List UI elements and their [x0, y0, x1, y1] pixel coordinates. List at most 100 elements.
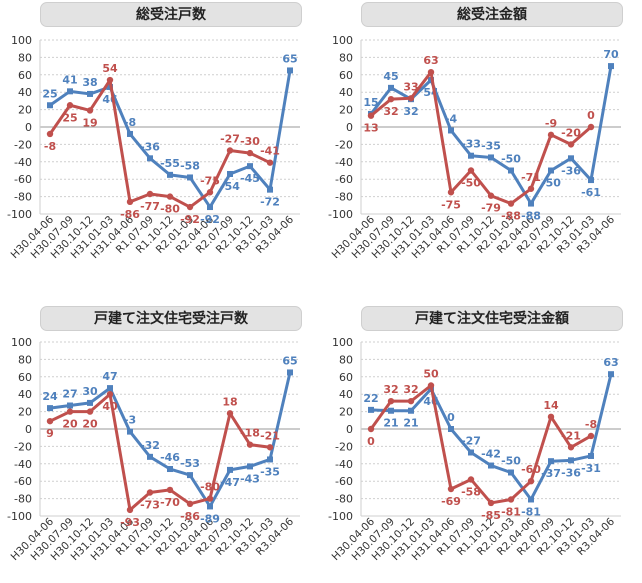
red-data-label: -21 — [260, 429, 280, 442]
red-data-label: 19 — [82, 116, 97, 129]
blue-point — [608, 371, 614, 378]
red-point — [367, 112, 375, 119]
y-tick-label: -80 — [335, 191, 353, 204]
blue-data-label: 63 — [603, 356, 618, 369]
chart-panel-house-units: 戸建て注文住宅受注戸数 100 80 60 40 20 0 -20 -40 -60 -80 -100… — [0, 292, 321, 583]
red-data-label: -58 — [461, 485, 481, 498]
red-point — [226, 410, 234, 417]
red-point — [527, 478, 535, 485]
red-point — [487, 192, 495, 199]
y-tick-label: -20 — [335, 440, 353, 453]
y-tick-label: 40 — [18, 388, 32, 401]
y-tick-label: -60 — [335, 173, 353, 186]
y-tick-label: 20 — [339, 104, 353, 117]
blue-data-label: 65 — [282, 52, 297, 65]
chart-panel-house-amount: 戸建て注文住宅受注金額 100 80 60 40 20 0 -20 -40 -60 -80 -100… — [321, 292, 642, 583]
blue-point — [488, 462, 494, 469]
y-tick-label: -60 — [335, 475, 353, 488]
red-series-line — [369, 384, 592, 505]
y-tick-label: -100 — [7, 510, 32, 523]
red-data-label: 20 — [82, 418, 98, 431]
red-series-line — [48, 78, 271, 209]
blue-point — [267, 456, 273, 463]
chart-panel-total-amount: 総受注金額 100 80 60 40 20 0 -20 -40 -60 -80 -100 H30.04… — [321, 0, 642, 291]
red-point — [407, 95, 415, 102]
blue-data-label: 65 — [282, 354, 297, 367]
red-data-label: -8 — [44, 140, 56, 153]
blue-point — [287, 67, 293, 74]
blue-point — [548, 167, 554, 174]
red-point — [206, 189, 214, 196]
y-tick-label: 0 — [25, 121, 32, 134]
blue-point — [548, 458, 554, 465]
red-data-label: 40 — [102, 400, 118, 413]
red-point — [186, 203, 194, 211]
y-tick-label: -60 — [14, 173, 32, 186]
y-tick-label: -20 — [14, 440, 32, 453]
red-data-label: 9 — [46, 427, 54, 440]
y-tick-label: 60 — [339, 371, 353, 384]
y-tick-label: 60 — [18, 371, 32, 384]
y-tick-label: -40 — [335, 458, 353, 471]
y-tick-label: 0 — [25, 423, 32, 436]
blue-point — [67, 402, 73, 409]
red-data-label: 33 — [403, 80, 418, 93]
red-data-label: 13 — [363, 122, 378, 135]
blue-data-label: -46 — [160, 451, 180, 464]
blue-data-label: 25 — [42, 87, 57, 100]
red-point — [427, 68, 435, 76]
red-data-label: 63 — [423, 54, 438, 67]
red-point — [86, 408, 94, 415]
blue-data-label: -8 — [124, 116, 136, 129]
chart-total-units: 100806040200-20-40-60-80-100H30.04-06H30… — [7, 34, 300, 261]
red-point — [66, 408, 74, 415]
red-point — [507, 496, 515, 503]
red-data-label: -20 — [561, 126, 581, 139]
blue-data-label: 46 — [423, 395, 439, 408]
blue-point — [247, 163, 253, 170]
y-tick-label: 0 — [346, 423, 353, 436]
blue-data-label: -81 — [521, 505, 541, 518]
red-data-label: 0 — [367, 435, 375, 448]
blue-point — [468, 152, 474, 159]
red-data-label: 0 — [587, 109, 595, 122]
red-data-label: 18 — [222, 395, 237, 408]
red-point — [547, 131, 555, 139]
blue-point — [167, 171, 173, 178]
red-data-label: -8 — [585, 418, 597, 431]
red-point — [427, 382, 435, 389]
red-data-label: -86 — [180, 510, 200, 523]
blue-data-label: -72 — [260, 196, 280, 209]
red-data-label: -75 — [200, 174, 220, 187]
red-point — [507, 200, 515, 207]
chart-title: 総受注戸数 — [40, 2, 302, 27]
blue-data-label: -50 — [541, 177, 561, 190]
y-tick-label: -40 — [335, 156, 353, 169]
red-point — [407, 397, 415, 405]
red-point — [447, 485, 455, 493]
red-data-label: -93 — [120, 516, 140, 529]
y-tick-label: 20 — [18, 104, 32, 117]
y-tick-label: -40 — [14, 156, 32, 169]
blue-data-label: 41 — [62, 73, 77, 86]
blue-data-label: -33 — [461, 138, 481, 151]
blue-data-label: -89 — [200, 512, 220, 525]
blue-point — [147, 453, 153, 460]
red-data-label: -18 — [240, 427, 260, 440]
blue-point — [588, 452, 594, 459]
red-data-label: -73 — [140, 499, 160, 512]
y-tick-label: -100 — [328, 208, 353, 221]
red-point — [387, 397, 395, 405]
blue-data-label: -53 — [180, 457, 200, 470]
blue-point — [488, 154, 494, 161]
red-point — [126, 198, 134, 206]
blue-point — [468, 449, 474, 456]
blue-point — [167, 466, 173, 473]
y-tick-label: 0 — [346, 121, 353, 134]
y-tick-label: 60 — [339, 69, 353, 82]
blue-data-label: 46 — [102, 93, 118, 106]
blue-point — [47, 102, 53, 109]
blue-data-label: -88 — [521, 210, 541, 223]
blue-data-label: -37 — [541, 467, 561, 480]
blue-point — [247, 463, 253, 470]
